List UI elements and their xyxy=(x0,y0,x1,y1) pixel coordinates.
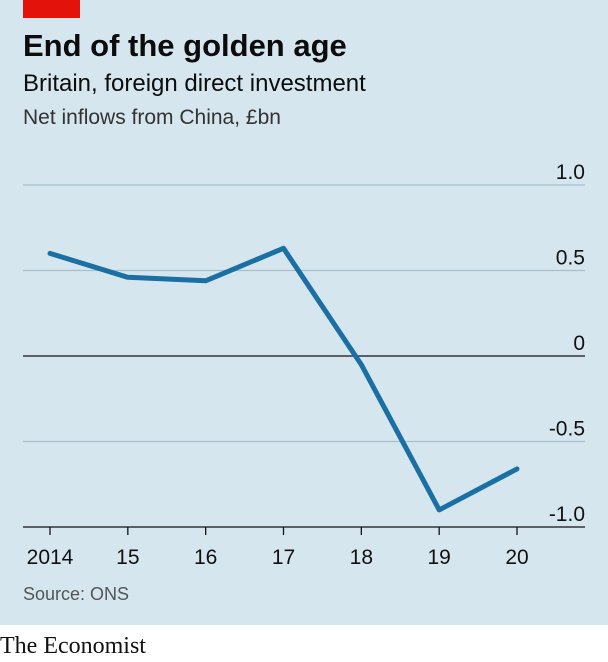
line-chart: 1.0 0.5 0 -0.5 -1.0 2014 15 16 17 18 19 20 xyxy=(23,161,585,569)
y-axis-ticks: 1.0 0.5 0 -0.5 -1.0 xyxy=(549,161,585,526)
series-line-0 xyxy=(47,245,520,513)
chart-title: End of the golden age xyxy=(23,28,347,63)
x-tick-label: 18 xyxy=(350,546,373,569)
gridlines xyxy=(23,184,585,528)
y-tick-label: -1.0 xyxy=(549,503,585,526)
y-tick-label: 0.5 xyxy=(556,247,585,270)
y-tick-label: 0 xyxy=(573,332,585,355)
x-tick-label: 16 xyxy=(194,546,217,569)
x-tick-label: 2014 xyxy=(27,546,74,569)
y-tick-label: 1.0 xyxy=(556,161,585,184)
publication-logo: The Economist xyxy=(0,633,146,659)
x-tick-label: 15 xyxy=(116,546,139,569)
series-layer xyxy=(47,245,520,513)
brand-accent-tag xyxy=(23,0,80,18)
chart-unit-label: Net inflows from China, £bn xyxy=(23,106,281,129)
x-tick-label: 19 xyxy=(427,546,450,569)
source-note: Source: ONS xyxy=(23,584,130,604)
x-axis-ticks: 2014 15 16 17 18 19 20 xyxy=(27,527,529,569)
chart-panel xyxy=(0,0,608,625)
chart-subtitle: Britain, foreign direct investment xyxy=(23,70,366,97)
x-tick-label: 17 xyxy=(272,546,295,569)
x-tick-label: 20 xyxy=(505,546,528,569)
y-tick-label: -0.5 xyxy=(549,418,585,441)
